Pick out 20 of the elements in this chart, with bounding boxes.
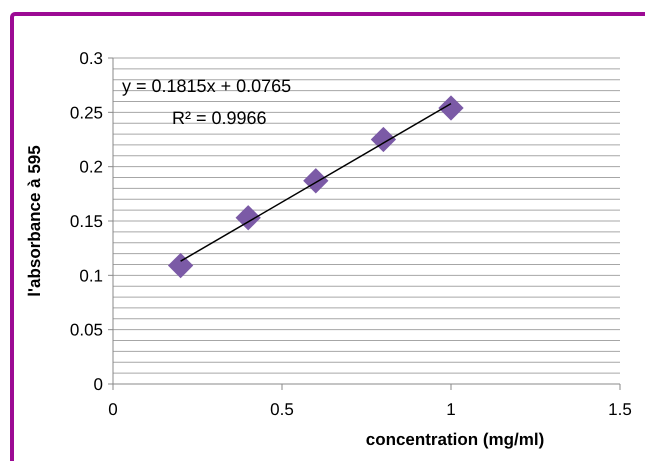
x-axis-title: concentration (mg/ml)	[366, 430, 544, 449]
y-tick-label: 0.3	[79, 48, 103, 68]
point	[370, 126, 396, 152]
y-tick-label: 0.05	[70, 320, 103, 340]
y-axis-title: l'absorbance à 595	[25, 145, 44, 297]
point	[438, 95, 464, 121]
point	[236, 205, 261, 230]
y-tick-label: 0.15	[70, 212, 103, 231]
x-tick-label: 1.5	[608, 400, 632, 419]
annotation: R² = 0.9966	[172, 108, 267, 128]
y-tick-label: 0.2	[79, 158, 103, 177]
point	[168, 252, 194, 278]
x-tick-label: 0	[108, 400, 118, 419]
point	[303, 168, 328, 194]
y-tick-label: 0.1	[79, 266, 103, 286]
annotation: y = 0.1815x + 0.0765	[122, 76, 292, 96]
x-tick-label: 0.5	[270, 400, 294, 419]
y-tick-label: 0	[94, 374, 103, 394]
y-tick-label: 0.25	[70, 103, 103, 122]
x-tick-label: 1	[446, 400, 456, 419]
